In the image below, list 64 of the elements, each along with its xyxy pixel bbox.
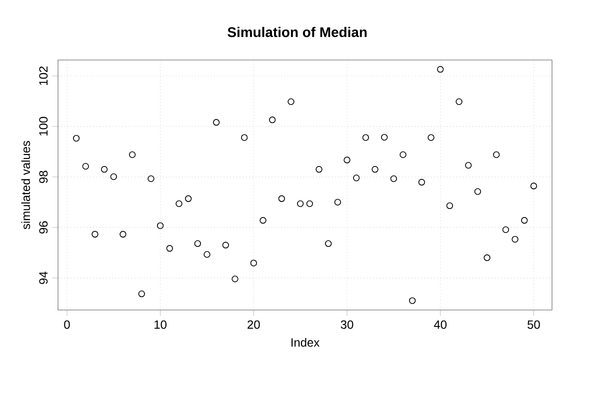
point — [222, 242, 229, 248]
point — [72, 134, 80, 142]
point — [512, 236, 518, 243]
point — [446, 202, 454, 210]
point — [128, 151, 136, 158]
point — [148, 175, 154, 182]
point — [400, 151, 406, 158]
x-tick-label: 50 — [528, 320, 540, 329]
point — [381, 134, 388, 141]
point — [176, 200, 182, 208]
point — [138, 290, 145, 298]
point — [353, 174, 360, 182]
point — [92, 230, 98, 238]
point — [297, 200, 304, 208]
point — [250, 260, 257, 266]
point — [278, 195, 286, 202]
point — [288, 98, 294, 106]
point — [166, 245, 173, 252]
point — [456, 98, 462, 106]
point — [521, 217, 528, 224]
point — [409, 297, 416, 304]
chart-title: Simulation of Median — [228, 26, 367, 38]
point — [428, 134, 434, 141]
point — [344, 156, 350, 164]
point — [437, 66, 444, 73]
point — [120, 230, 126, 238]
x-tick-label: 10 — [154, 320, 167, 329]
point — [204, 251, 210, 258]
point — [110, 173, 117, 180]
point — [100, 166, 108, 173]
point — [82, 162, 89, 170]
point — [232, 276, 238, 282]
y-tick-label: 102 — [39, 66, 48, 85]
x-tick-label: 30 — [340, 320, 354, 329]
y-axis-title: simulated values — [21, 140, 30, 230]
point — [306, 200, 314, 208]
point — [390, 175, 398, 182]
y-tick-label: 100 — [39, 116, 48, 136]
point — [465, 162, 472, 169]
x-tick-label: 20 — [248, 320, 260, 329]
point — [530, 182, 538, 190]
point — [156, 222, 164, 229]
y-tick-label: 96 — [39, 221, 48, 234]
point — [212, 119, 220, 126]
point — [316, 166, 322, 173]
point — [362, 134, 370, 141]
x-tick-label: 0 — [64, 320, 70, 329]
point — [241, 134, 248, 141]
point — [474, 188, 482, 195]
y-tick-label: 98 — [39, 170, 48, 184]
x-tick-label: 40 — [434, 320, 447, 329]
point — [260, 217, 266, 224]
point — [325, 240, 332, 247]
point — [269, 116, 276, 124]
x-axis-title: Index — [291, 338, 320, 347]
point — [493, 151, 500, 158]
point — [372, 166, 378, 173]
point — [194, 240, 201, 247]
point — [334, 198, 342, 206]
point — [418, 178, 426, 186]
y-tick-label: 94 — [39, 272, 48, 284]
point — [484, 254, 490, 262]
point — [502, 226, 510, 234]
point — [184, 195, 192, 202]
